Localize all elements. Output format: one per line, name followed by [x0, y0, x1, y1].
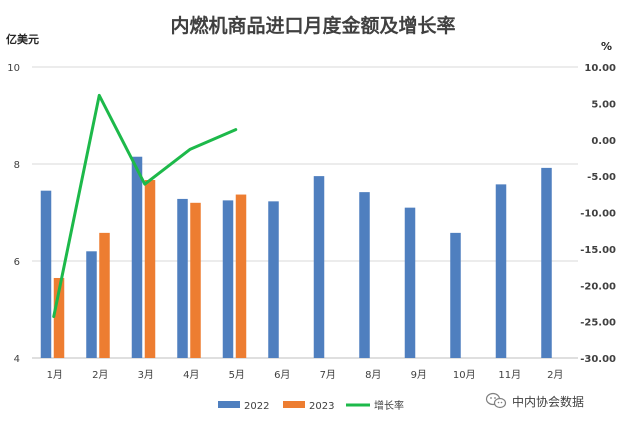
legend-label: 2023: [309, 401, 334, 412]
right-tick-label: 10.00: [584, 63, 616, 74]
bar-2022-10: [450, 232, 461, 358]
legend: 2022 2023 增长率: [218, 399, 404, 412]
legend-label: 增长率: [374, 399, 404, 412]
x-tick-label: 2月: [92, 369, 108, 381]
right-tick-label: -25.00: [580, 318, 616, 329]
left-tick-label: 10: [7, 63, 20, 74]
right-tick-label: -30.00: [580, 354, 616, 365]
wechat-icon: [485, 392, 507, 409]
x-tick-label: 8月: [365, 369, 381, 381]
x-tick-label: 6月: [274, 369, 290, 381]
gridlines: [32, 66, 578, 359]
x-tick-label: 5月: [229, 369, 245, 381]
bar-2023-1: [53, 277, 65, 358]
x-tick-label: 9月: [411, 369, 427, 381]
bar-2022-2: [86, 251, 97, 358]
x-axis-ticks: 1月 2月 3月 4月 5月 6月 7月 8月 9月 10月 11月 2月: [47, 369, 564, 381]
chart-title: 内燃机商品进口月度金额及增长率: [170, 14, 455, 37]
x-tick-label: 11月: [498, 369, 521, 381]
bar-2022-11: [495, 184, 507, 358]
x-tick-label: 3月: [138, 369, 154, 381]
bar-2022-12: [541, 167, 552, 358]
bar-2022-4: [177, 198, 188, 358]
left-axis-ticks: 4 6 8 10: [7, 63, 20, 365]
x-tick-label: 4月: [183, 369, 199, 381]
legend-swatch-2023: [283, 401, 305, 408]
left-tick-label: 6: [14, 257, 20, 268]
x-tick-label: 10月: [453, 369, 476, 381]
bar-2022-7: [313, 176, 325, 358]
right-tick-label: -20.00: [580, 281, 616, 292]
left-axis-unit-label: 亿美元: [6, 32, 39, 46]
right-axis-ticks: -30.00 -25.00 -20.00 -15.00 -10.00 -5.00 0.00 5…: [580, 63, 616, 365]
growth-rate-series: [52, 93, 238, 319]
right-tick-label: -5.00: [587, 172, 616, 183]
bar-2022-6: [268, 201, 279, 358]
right-tick-label: -10.00: [580, 209, 616, 220]
bar-2023-3: [144, 180, 156, 358]
x-tick-label: 2月: [547, 369, 563, 381]
watermark-text: 中内协会数据: [512, 394, 584, 409]
x-tick-label: 1月: [47, 369, 63, 381]
right-axis-unit-label: %: [601, 40, 612, 53]
bar-2022-1: [40, 190, 52, 358]
right-tick-label: 0.00: [591, 136, 616, 147]
bar-2023-4: [190, 202, 201, 358]
watermark: 中内协会数据: [485, 392, 584, 409]
line-增长率: [52, 93, 238, 319]
legend-label: 2022: [244, 401, 269, 412]
bar-2022-3: [131, 156, 143, 358]
bar-2022-5: [222, 200, 234, 358]
bar-2023-5: [235, 194, 247, 358]
legend-swatch-2022: [218, 401, 240, 408]
right-tick-label: 5.00: [591, 99, 616, 110]
left-tick-label: 4: [14, 354, 20, 365]
right-tick-label: -15.00: [580, 245, 616, 256]
bar-2023-2: [99, 232, 110, 358]
left-tick-label: 8: [14, 160, 20, 171]
x-tick-label: 7月: [320, 369, 336, 381]
bar-2022-9: [404, 207, 416, 358]
bar-series: [40, 156, 552, 358]
bar-2022-8: [359, 192, 370, 358]
